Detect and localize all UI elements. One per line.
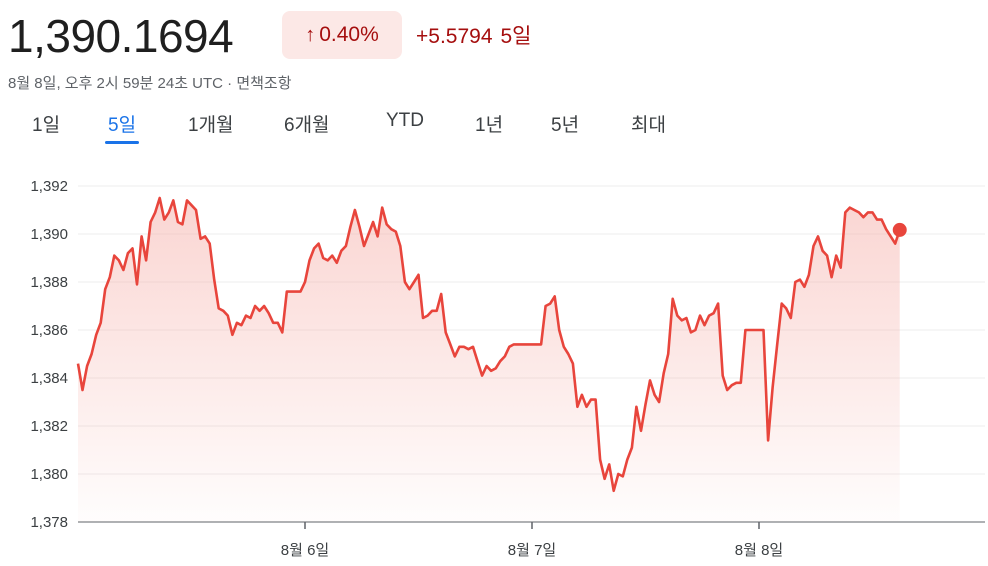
change-percent-badge: ↑ 0.40%: [282, 11, 402, 59]
y-tick-label: 1,378: [30, 514, 68, 531]
tab-1y[interactable]: 1년: [475, 115, 504, 136]
y-tick-label: 1,388: [30, 274, 68, 291]
arrow-up-icon: ↑: [305, 23, 316, 46]
y-tick-label: 1,384: [30, 370, 68, 387]
tab-1m[interactable]: 1개월: [188, 115, 234, 136]
x-tick-label: 8월 6일: [281, 542, 329, 559]
y-tick-label: 1,380: [30, 466, 68, 483]
x-axis-ticks: 8월 6일 8월 7일 8월 8일: [281, 522, 783, 559]
change-percent: 0.40%: [319, 23, 379, 46]
y-tick-label: 1,382: [30, 418, 68, 435]
change-period: 5일: [500, 25, 532, 48]
tab-5y[interactable]: 5년: [551, 115, 580, 136]
tab-6m[interactable]: 6개월: [284, 115, 330, 136]
y-tick-label: 1,392: [30, 178, 68, 195]
tab-max[interactable]: 최대: [631, 115, 666, 136]
timestamp-disclaimer[interactable]: 8월 8일, 오후 2시 59분 24초 UTC · 면책조항: [8, 75, 292, 92]
y-tick-label: 1,390: [30, 226, 68, 243]
tab-5d[interactable]: 5일: [104, 110, 140, 144]
x-tick-label: 8월 7일: [508, 542, 556, 559]
x-tick-label: 8월 8일: [735, 542, 783, 559]
current-price: 1,390.1694: [8, 10, 234, 62]
tab-1d[interactable]: 1일: [32, 115, 61, 136]
last-price-marker[interactable]: [892, 222, 907, 237]
y-axis-ticks: 1,392 1,390 1,388 1,386 1,384 1,382 1,380 1,378: [30, 178, 68, 531]
change-absolute: +5.5794: [416, 25, 493, 48]
y-tick-label: 1,386: [30, 322, 68, 339]
price-line: [76, 196, 901, 493]
price-area-fill: [78, 198, 900, 522]
tab-ytd[interactable]: YTD: [386, 110, 424, 131]
change-summary: +5.5794 5일: [416, 20, 532, 50]
